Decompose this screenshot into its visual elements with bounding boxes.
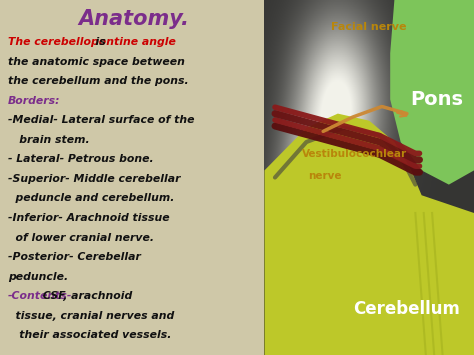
Text: their associated vessels.: their associated vessels. [8,330,172,340]
Text: Pons: Pons [410,90,463,109]
Text: -Inferior- Arachnoid tissue: -Inferior- Arachnoid tissue [8,213,170,223]
Text: Facial nerve: Facial nerve [331,22,407,32]
Text: -Posterior- Cerebellar: -Posterior- Cerebellar [8,252,141,262]
Text: the cerebellum and the pons.: the cerebellum and the pons. [8,76,189,86]
Text: brain stem.: brain stem. [8,135,90,145]
Text: tissue, cranial nerves and: tissue, cranial nerves and [8,311,174,321]
Text: - Lateral- Petrous bone.: - Lateral- Petrous bone. [8,154,154,164]
Text: peduncle and cerebellum.: peduncle and cerebellum. [8,193,174,203]
Text: -Contents-: -Contents- [8,291,73,301]
Text: the anatomic space between: the anatomic space between [8,57,185,67]
Polygon shape [264,114,474,355]
Text: of lower cranial nerve.: of lower cranial nerve. [8,233,154,242]
Text: -Medial- Lateral surface of the: -Medial- Lateral surface of the [8,115,194,125]
Text: The cerebellopontine angle: The cerebellopontine angle [8,37,176,47]
Text: Vestibulocochlear: Vestibulocochlear [302,149,407,159]
Text: CSF, arachnoid: CSF, arachnoid [39,291,132,301]
Text: Borders:: Borders: [8,96,61,106]
Text: Anatomy.: Anatomy. [79,9,189,29]
Text: Cerebellum: Cerebellum [354,300,460,318]
Text: -Superior- Middle cerebellar: -Superior- Middle cerebellar [8,174,181,184]
Text: is: is [88,37,106,47]
Text: peduncle.: peduncle. [8,272,68,282]
Polygon shape [390,0,474,185]
Text: nerve: nerve [309,171,342,181]
